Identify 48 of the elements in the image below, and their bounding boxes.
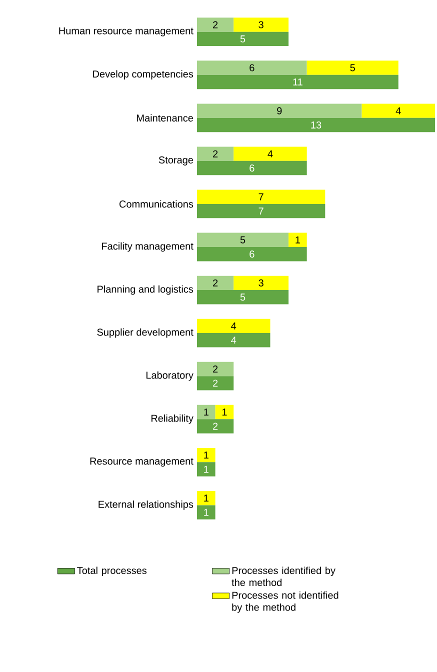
y-tick-label: Develop competencies [93, 70, 194, 80]
data-label: 2 [213, 380, 218, 387]
data-label: 5 [240, 35, 246, 42]
y-tick-label: Planning and logistics [98, 285, 194, 295]
y-tick-label: Laboratory [146, 371, 194, 381]
data-label: 4 [231, 336, 236, 344]
data-label: 13 [311, 121, 322, 129]
data-label: 11 [293, 78, 302, 86]
data-label: 3 [258, 21, 264, 28]
data-label: 1 [204, 508, 208, 516]
y-tick-label: Human resource management [59, 27, 194, 36]
y-tick-label: Storage [158, 156, 194, 166]
data-label: 1 [204, 408, 208, 416]
data-label: 9 [277, 107, 282, 114]
data-label: 4 [231, 322, 236, 330]
y-tick-label: Reliability [151, 414, 194, 424]
data-label: 4 [396, 107, 401, 114]
data-label: 2 [213, 279, 218, 286]
data-label: 1 [204, 494, 208, 502]
data-label: 2 [213, 150, 218, 158]
data-label: 5 [240, 294, 246, 301]
data-label: 1 [204, 466, 208, 473]
legend-label: Processes not identified by the method [232, 591, 338, 613]
data-label: 7 [258, 193, 264, 200]
data-label: 2 [213, 21, 218, 28]
bar [288, 232, 307, 247]
y-tick-label: Maintenance [137, 114, 194, 122]
data-label: 6 [250, 164, 254, 172]
data-label: 2 [213, 366, 218, 372]
data-label: 3 [258, 279, 264, 286]
data-label: 7 [258, 208, 264, 214]
data-label: 6 [250, 64, 254, 72]
y-tick-label: Communications [119, 200, 194, 208]
data-label: 5 [350, 64, 355, 72]
data-label: 1 [204, 452, 208, 458]
y-tick-label: Facility management [102, 242, 194, 252]
data-label: 5 [240, 236, 246, 244]
data-label: 2 [213, 422, 218, 430]
bar [362, 104, 435, 118]
data-label: 4 [268, 150, 273, 158]
y-tick-label: External relationships [98, 500, 194, 510]
data-label: 1 [296, 236, 300, 244]
data-label: 6 [250, 250, 254, 258]
legend-label: Processes identified by the method [232, 566, 336, 586]
legend-label: Total processes [77, 566, 147, 576]
y-tick-label: Resource management [90, 458, 194, 467]
y-tick-label: Supplier development [97, 328, 194, 338]
data-label: 1 [222, 408, 227, 416]
